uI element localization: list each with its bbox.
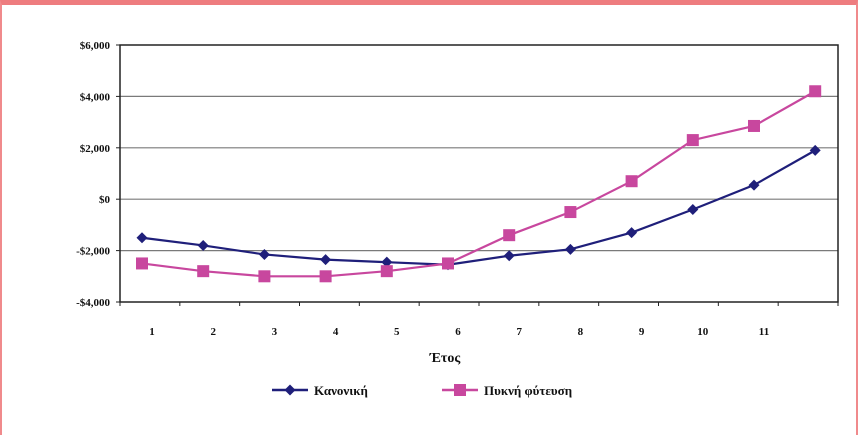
series-1-point-5: [381, 256, 393, 268]
y-tick-label: $0: [99, 194, 111, 206]
x-axis: 1 2 3 4 5 6 7 8 9 10 11: [119, 302, 839, 338]
series-line-1: [141, 149, 816, 266]
y-tick-label: -$2,000: [76, 246, 110, 258]
series-1-point-3: [258, 248, 270, 260]
x-tick-label: 6: [455, 326, 461, 338]
series-2-point-8: [564, 206, 577, 219]
legend-item-2: Πυκνή φύτευση: [442, 383, 572, 398]
x-tick-label: 1: [149, 326, 155, 338]
series-1-point-7: [503, 250, 515, 262]
y-tick-label: $6,000: [80, 40, 111, 52]
series-2-point-10: [686, 134, 699, 147]
legend-marker: [284, 384, 296, 396]
series-2-point-3: [258, 270, 271, 283]
legend-label: Πυκνή φύτευση: [484, 383, 572, 398]
legend-marker: [454, 384, 466, 396]
series-1-point-11: [748, 179, 760, 191]
x-tick-label: 3: [272, 326, 278, 338]
series-2-point-4: [319, 270, 332, 283]
x-tick-label: 8: [578, 326, 584, 338]
series-2-point-7: [503, 229, 516, 242]
legend-label: Κανονική: [314, 383, 368, 398]
plot-area: [119, 44, 839, 303]
line-chart: -$4,000 -$2,000 $0 $2,000 $4,000 $6,000 1 2 3 4 5…: [76, 40, 839, 398]
y-tick-label: -$4,000: [76, 297, 110, 309]
series-2-point-6: [442, 257, 454, 270]
series-1-point-8: [564, 243, 576, 255]
series-2-point-2: [197, 265, 210, 278]
x-tick-label: 10: [697, 326, 709, 338]
x-tick-label: 2: [210, 326, 216, 338]
y-tick-label: $4,000: [80, 91, 111, 103]
series-2-point-5: [380, 265, 393, 278]
series-2-point-1: [136, 257, 148, 270]
series-2-point-9: [625, 175, 638, 188]
x-axis-title: Έτος: [429, 351, 462, 366]
legend-item-1: Κανονική: [272, 383, 368, 398]
series-2-point-12: [809, 85, 822, 98]
series-1-point-9: [626, 227, 638, 239]
series-line-2: [141, 90, 816, 278]
y-axis: -$4,000 -$2,000 $0 $2,000 $4,000 $6,000: [76, 40, 120, 309]
series-1-point-12: [809, 144, 821, 156]
gridlines: [120, 95, 838, 252]
x-tick-label: 5: [394, 326, 400, 338]
x-tick-label: 7: [516, 326, 522, 338]
y-tick-label: $2,000: [80, 143, 111, 155]
series-1-point-2: [197, 239, 209, 251]
series-1-point-1: [136, 232, 148, 244]
series-1-point-10: [687, 203, 699, 215]
series-group: [136, 85, 822, 283]
x-tick-label: 11: [759, 326, 769, 338]
x-tick-label: 4: [333, 326, 339, 338]
x-tick-label: 9: [639, 326, 645, 338]
series-1-point-4: [320, 254, 332, 266]
series-2-point-11: [748, 119, 760, 132]
legend: Κανονική Πυκνή φύτευση: [272, 383, 572, 398]
